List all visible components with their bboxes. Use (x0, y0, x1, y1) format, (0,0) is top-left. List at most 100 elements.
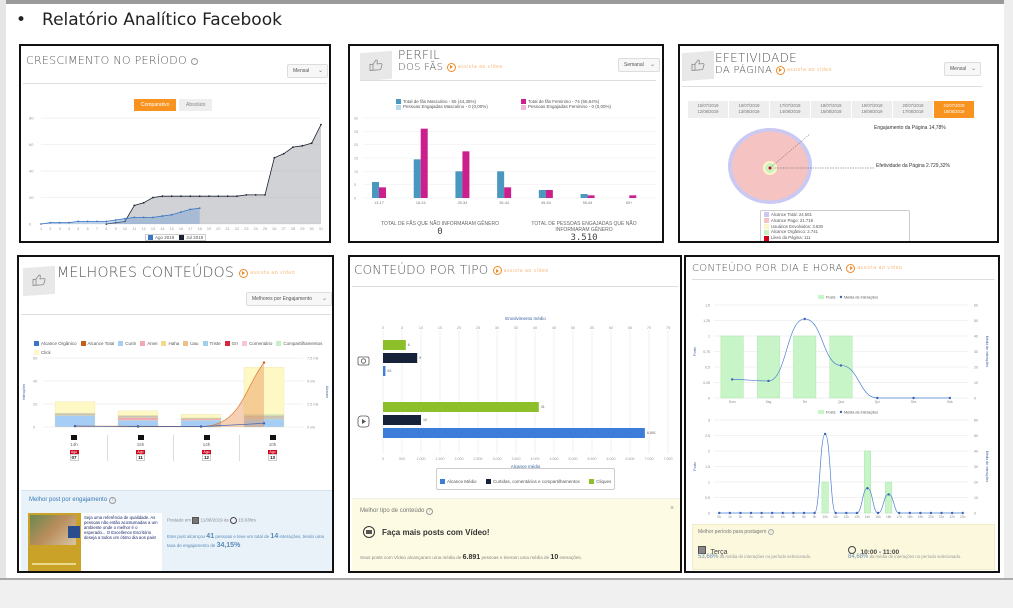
legend-item[interactable]: Usuários Envolvidos: 3.630 (764, 224, 906, 230)
date-range-button[interactable]: 16/07/2019 13/08/2019 (729, 101, 769, 118)
sort-select[interactable]: Melhores por Engajamento ⌄ (246, 292, 332, 306)
date-to: 15/08/2019 (820, 109, 842, 114)
x-tick-label: 5 (77, 227, 79, 231)
watch-video-link[interactable]: assista ao vídeo (249, 270, 296, 276)
watch-video-link[interactable]: assista ao vídeo (457, 64, 503, 70)
alcance-total-area (75, 362, 264, 427)
title-line-1: EFETIVIDADE (715, 51, 798, 65)
legend-item[interactable]: Curtidas, comentários e compartilhamento… (485, 479, 580, 485)
bar-curtidas, (383, 415, 421, 425)
legend-item[interactable]: Alcance Orgânico: 2.741 (764, 229, 906, 235)
y-left-tick: 0,5 (705, 366, 710, 370)
y-right-tick: 50 (974, 434, 978, 438)
legend-item[interactable]: Triste (202, 341, 221, 347)
legend-item[interactable]: Curtir (118, 341, 136, 347)
legend-swatch (764, 223, 769, 229)
date-range-button[interactable]: 19/07/2019 16/08/2019 (852, 101, 892, 118)
legend-swatch (521, 104, 526, 110)
best-day-value: Terça (710, 549, 728, 556)
legend-item[interactable]: Pessoas Engajadas Masculino - 0 (0,00%) (396, 104, 516, 110)
question-circle-icon[interactable]: ? (767, 529, 774, 535)
right-scrollbar[interactable] (1004, 0, 1013, 608)
post-marker[interactable]: 10h Ago 13 (239, 435, 305, 461)
post-marker[interactable]: 15h Ago 11 (107, 435, 173, 461)
legend-item[interactable]: Pessoas Engajadas Feminino - 0 (0,00%) (521, 104, 611, 110)
legend-item[interactable]: Comentário (242, 341, 272, 347)
question-circle-icon[interactable]: ? (108, 497, 116, 504)
x-tick-label: 12 (142, 227, 146, 231)
engagement-rate: 34,15% (216, 542, 241, 549)
play-icon[interactable] (492, 266, 502, 275)
play-icon[interactable] (775, 65, 785, 75)
legend-item[interactable]: Likes da Página: 111 (764, 235, 906, 241)
alcance-organico-point (136, 425, 140, 428)
media-point (845, 511, 848, 515)
tipo-legend: Alcance Médio Curtidas, comentários e co… (436, 468, 616, 490)
panel-diahora: CONTEÚDO POR DIA E HORA assista ao vídeo… (684, 255, 1000, 573)
summary-text: pessoas e teve um total de (215, 534, 270, 539)
post-marker[interactable]: 14h Ago 07 (41, 435, 107, 461)
legend-label-posts: Posts (826, 296, 836, 300)
legend-item[interactable]: Total de fãs Masculino - 55 (44,35%) (396, 99, 516, 105)
play-icon[interactable] (846, 263, 856, 273)
y-left-tick: 0 (708, 512, 710, 516)
y-left-tick: 2 (708, 450, 710, 454)
best-day-pct: 53,68% (698, 554, 719, 560)
date-from: 18/07/2019 (820, 103, 842, 108)
date-range-button[interactable]: 15/07/2019 12/08/2019 (688, 101, 728, 118)
summary-text: tendo uma taxa de engajamento de (167, 534, 325, 548)
legend-jul[interactable]: Jul 2019 (179, 235, 203, 241)
period-select[interactable]: Semanal ⌄ (618, 58, 660, 72)
legend-item[interactable]: Alcance Pago: 21.719 (764, 218, 906, 224)
date-range-button[interactable]: 20/07/2019 17/08/2019 (893, 101, 933, 118)
legend-item[interactable]: Grr (224, 341, 238, 347)
legend-ago[interactable]: Ago 2019 (148, 235, 174, 241)
legend-label: Triste (209, 341, 221, 346)
x-tick-label: 21 (226, 227, 230, 231)
bottom-tick-label: 7.000 (645, 457, 654, 461)
play-icon[interactable] (446, 62, 456, 72)
legend-item[interactable]: Alcance Médio (440, 479, 477, 485)
x-tick-label: Sex (911, 400, 917, 404)
data-point (142, 216, 145, 219)
legend-label: Alcance Pago: 21.719 (771, 217, 814, 223)
x-tick-label: 10h (822, 515, 828, 519)
post-image (28, 513, 81, 571)
y-tick-label: 25 (354, 130, 358, 134)
legend-item[interactable]: Uau (183, 341, 199, 347)
period-select[interactable]: Mensal ⌄ (944, 62, 981, 76)
x-tick-label: Qua (838, 400, 844, 404)
question-circle-icon[interactable]: ? (190, 57, 198, 65)
y-left-tick: 40 (33, 380, 37, 384)
question-circle-icon[interactable]: ? (426, 508, 434, 515)
legend-item[interactable]: Alcance Total: 24.561 (764, 212, 906, 218)
legend-item[interactable]: Alcance Orgânico (34, 341, 77, 347)
date-range-button[interactable]: 18/07/2019 15/08/2019 (811, 101, 851, 118)
legend-item[interactable]: Amei (140, 341, 157, 347)
period-select[interactable]: Mensal ⌄ (287, 64, 328, 78)
close-icon[interactable]: × (670, 505, 675, 512)
data-point (124, 217, 126, 220)
play-icon[interactable] (238, 268, 248, 278)
date-range-button[interactable]: 21/07/2019 18/08/2019 (934, 101, 974, 118)
legend-item[interactable]: Compartilhamentos (276, 341, 322, 347)
legend-item[interactable]: Haha (161, 341, 179, 347)
watch-video-link[interactable]: assista ao vídeo (786, 67, 832, 73)
watch-video-link[interactable]: assista ao vídeo (857, 265, 903, 271)
legend-item[interactable]: Total de fãs Feminino - 74 (55,64%) (521, 99, 599, 105)
date-range-button[interactable]: 17/07/2019 14/08/2019 (770, 101, 810, 118)
post-preview[interactable]: Seja uma referência de qualidade. As pes… (28, 513, 162, 571)
post-marker[interactable]: 14h Ago 12 (173, 435, 239, 461)
posted-at: às (224, 517, 229, 523)
legend-item[interactable]: Click (34, 350, 51, 356)
legend-item[interactable]: Cliques (589, 479, 611, 485)
toggle-absoluto[interactable]: Absoluto (179, 99, 213, 111)
legend-label: Alcance Orgânico (41, 341, 77, 346)
best-time-pct: 84,68% (848, 554, 869, 560)
watch-video-link[interactable]: assista ao vídeo (503, 267, 549, 274)
series-line-jul (106, 124, 322, 225)
legend-item[interactable]: Alcance Total (80, 341, 114, 347)
x-tick-label: 16h (886, 515, 892, 519)
toggle-comparativo[interactable]: Comparativo (134, 99, 177, 111)
bar-feminino (379, 187, 386, 198)
